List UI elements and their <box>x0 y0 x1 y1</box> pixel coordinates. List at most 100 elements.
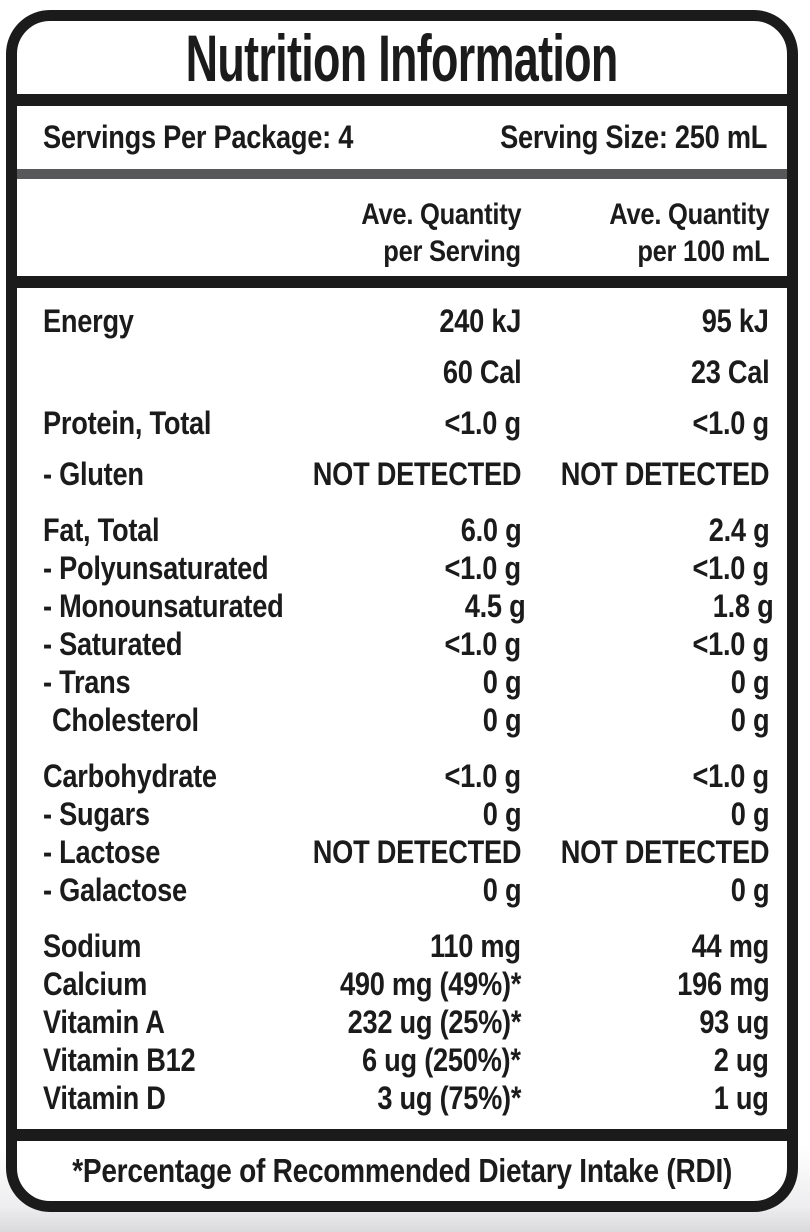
nutrient-value-per-100ml: 0 g <box>730 664 769 700</box>
nutrient-value-per-100ml: 23 Cal <box>690 354 769 390</box>
per-100ml-header-line1: Ave. Quantity <box>608 198 769 231</box>
nutrient-name: Fat, Total <box>43 512 160 548</box>
nutrient-value-per-100ml: 1 ug <box>714 1080 769 1116</box>
nutrient-row: Energy 240 kJ 95 kJ <box>43 302 769 340</box>
nutrient-name: Sodium <box>43 928 142 964</box>
nutrient-value-per-100ml: 2.4 g <box>708 512 769 548</box>
nutrient-name: Vitamin D <box>43 1080 166 1116</box>
nutrient-value-per-100ml: NOT DETECTED <box>560 834 769 870</box>
nutrient-row: Cholesterol 0 g 0 g <box>43 701 769 739</box>
nutrient-value-per-serving: <1.0 g <box>444 758 522 794</box>
nutrient-value-per-serving: 6.0 g <box>460 512 521 548</box>
nutrient-row: - Galactose 0 g 0 g <box>43 871 769 909</box>
divider-gray <box>17 169 787 179</box>
nutrient-value-per-100ml: 0 g <box>730 796 769 832</box>
nutrient-value-per-100ml: 2 ug <box>714 1042 769 1078</box>
nutrient-row: Sodium 110 mg 44 mg <box>43 927 769 965</box>
per-serving-header-line1: Ave. Quantity <box>360 198 521 231</box>
nutrient-value-per-serving: 6 ug (250%)* <box>362 1042 521 1078</box>
nutrient-value-per-100ml: <1.0 g <box>692 405 770 441</box>
footnote-text: *Percentage of Recommended Dietary Intak… <box>72 1152 732 1189</box>
nutrient-name: - Lactose <box>43 834 161 870</box>
nutrient-value-per-serving: 0 g <box>482 796 521 832</box>
nutrient-name <box>43 353 321 391</box>
nutrient-value-per-serving: <1.0 g <box>444 405 522 441</box>
nutrient-value-per-100ml: 44 mg <box>691 928 770 964</box>
nutrient-row: - Monounsaturated 4.5 g 1.8 g <box>43 587 774 625</box>
nutrient-name: - Trans <box>43 664 131 700</box>
nutrient-row: Vitamin A 232 ug (25%)* 93 ug <box>43 1003 769 1041</box>
divider-above-footnote <box>17 1129 787 1141</box>
nutrient-rows-area: Energy 240 kJ 95 kJ 60 Cal 23 Cal Protei… <box>17 288 787 1129</box>
nutrient-value-per-serving: 240 kJ <box>439 303 521 339</box>
nutrient-value-per-serving: 110 mg <box>430 928 521 964</box>
nutrient-name: Carbohydrate <box>43 758 217 794</box>
nutrient-value-per-100ml: <1.0 g <box>692 550 770 586</box>
nutrient-row: - Trans 0 g 0 g <box>43 663 769 701</box>
nutrient-name: Vitamin A <box>43 1004 165 1040</box>
section-fat: Fat, Total 6.0 g 2.4 g - Polyunsaturated… <box>43 511 774 739</box>
panel-title-band: Nutrition Information <box>17 20 787 95</box>
nutrient-name: - Monounsaturated <box>43 588 284 624</box>
nutrient-name: Protein, Total <box>43 405 212 441</box>
per-100ml-header-line2: per 100 mL <box>636 235 769 268</box>
column-header-per-100ml: Ave. Quantity per 100 mL <box>521 196 769 270</box>
nutrient-row: Vitamin D 3 ug (75%)* 1 ug <box>43 1079 769 1117</box>
divider-under-headers <box>17 276 787 288</box>
section-minerals-vitamins: Sodium 110 mg 44 mg Calcium 490 mg (49%)… <box>43 927 769 1117</box>
nutrient-value-per-serving: <1.0 g <box>444 626 522 662</box>
nutrient-value-per-100ml: 0 g <box>730 702 769 738</box>
divider-under-title <box>17 94 787 106</box>
nutrient-value-per-serving: 0 g <box>482 702 521 738</box>
nutrient-value-per-serving: NOT DETECTED <box>312 834 521 870</box>
nutrient-value-per-serving: 0 g <box>482 664 521 700</box>
nutrition-label-panel: Nutrition Information Servings Per Packa… <box>6 10 798 1212</box>
nutrient-value-per-serving: NOT DETECTED <box>312 456 521 492</box>
serving-size: Serving Size: 250 mL <box>499 119 767 155</box>
nutrient-name: Vitamin B12 <box>43 1042 196 1078</box>
nutrient-name: Cholesterol <box>52 702 199 738</box>
nutrient-row: Vitamin B12 6 ug (250%)* 2 ug <box>43 1041 769 1079</box>
nutrient-row: Carbohydrate <1.0 g <1.0 g <box>43 757 769 795</box>
nutrient-row: Fat, Total 6.0 g 2.4 g <box>43 511 769 549</box>
nutrient-row: 60 Cal 23 Cal <box>43 353 769 391</box>
nutrient-value-per-serving: 3 ug (75%)* <box>377 1080 521 1116</box>
column-header-per-serving: Ave. Quantity per Serving <box>321 196 521 270</box>
nutrient-value-per-100ml: <1.0 g <box>692 626 770 662</box>
serving-size-cell: Serving Size: 250 mL <box>453 119 767 156</box>
servings-per-package: Servings Per Package: 4 <box>43 119 354 155</box>
section-energy-protein: Energy 240 kJ 95 kJ 60 Cal 23 Cal Protei… <box>43 302 769 493</box>
nutrient-value-per-100ml: 196 mg <box>676 966 769 1002</box>
nutrient-row: - Polyunsaturated <1.0 g <1.0 g <box>43 549 769 587</box>
nutrient-name: - Sugars <box>43 796 150 832</box>
nutrient-row: Calcium 490 mg (49%)* 196 mg <box>43 965 769 1003</box>
nutrient-value-per-serving: 490 mg (49%)* <box>339 966 521 1002</box>
nutrient-value-per-serving: 4.5 g <box>465 588 526 624</box>
section-carbohydrate: Carbohydrate <1.0 g <1.0 g - Sugars 0 g … <box>43 757 769 909</box>
nutrient-name: Calcium <box>43 966 148 1002</box>
nutrient-row: - Sugars 0 g 0 g <box>43 795 769 833</box>
nutrient-value-per-100ml: 93 ug <box>699 1004 769 1040</box>
nutrient-value-per-serving: 232 ug (25%)* <box>347 1004 521 1040</box>
nutrient-value-per-100ml: 95 kJ <box>702 303 769 339</box>
footnote-band: *Percentage of Recommended Dietary Intak… <box>17 1141 787 1201</box>
per-serving-header-line2: per Serving <box>383 235 521 268</box>
nutrient-row: - Saturated <1.0 g <1.0 g <box>43 625 769 663</box>
column-headers: Ave. Quantity per Serving Ave. Quantity … <box>17 179 787 276</box>
servings-row: Servings Per Package: 4 Serving Size: 25… <box>17 106 787 169</box>
nutrient-row: Protein, Total <1.0 g <1.0 g <box>43 404 769 442</box>
nutrient-value-per-serving: 60 Cal <box>442 354 521 390</box>
nutrient-row: - Lactose NOT DETECTED NOT DETECTED <box>43 833 769 871</box>
nutrient-value-per-100ml: 0 g <box>730 872 769 908</box>
nutrient-name: - Galactose <box>43 872 187 908</box>
nutrient-value-per-serving: <1.0 g <box>444 550 522 586</box>
nutrient-name: Energy <box>43 303 134 339</box>
panel-title: Nutrition Information <box>186 20 619 95</box>
nutrient-value-per-serving: 0 g <box>482 872 521 908</box>
nutrient-name: - Polyunsaturated <box>43 550 269 586</box>
nutrient-name: - Gluten <box>43 456 144 492</box>
nutrient-value-per-100ml: 1.8 g <box>713 588 774 624</box>
nutrient-name: - Saturated <box>43 626 183 662</box>
nutrient-row: - Gluten NOT DETECTED NOT DETECTED <box>43 455 769 493</box>
